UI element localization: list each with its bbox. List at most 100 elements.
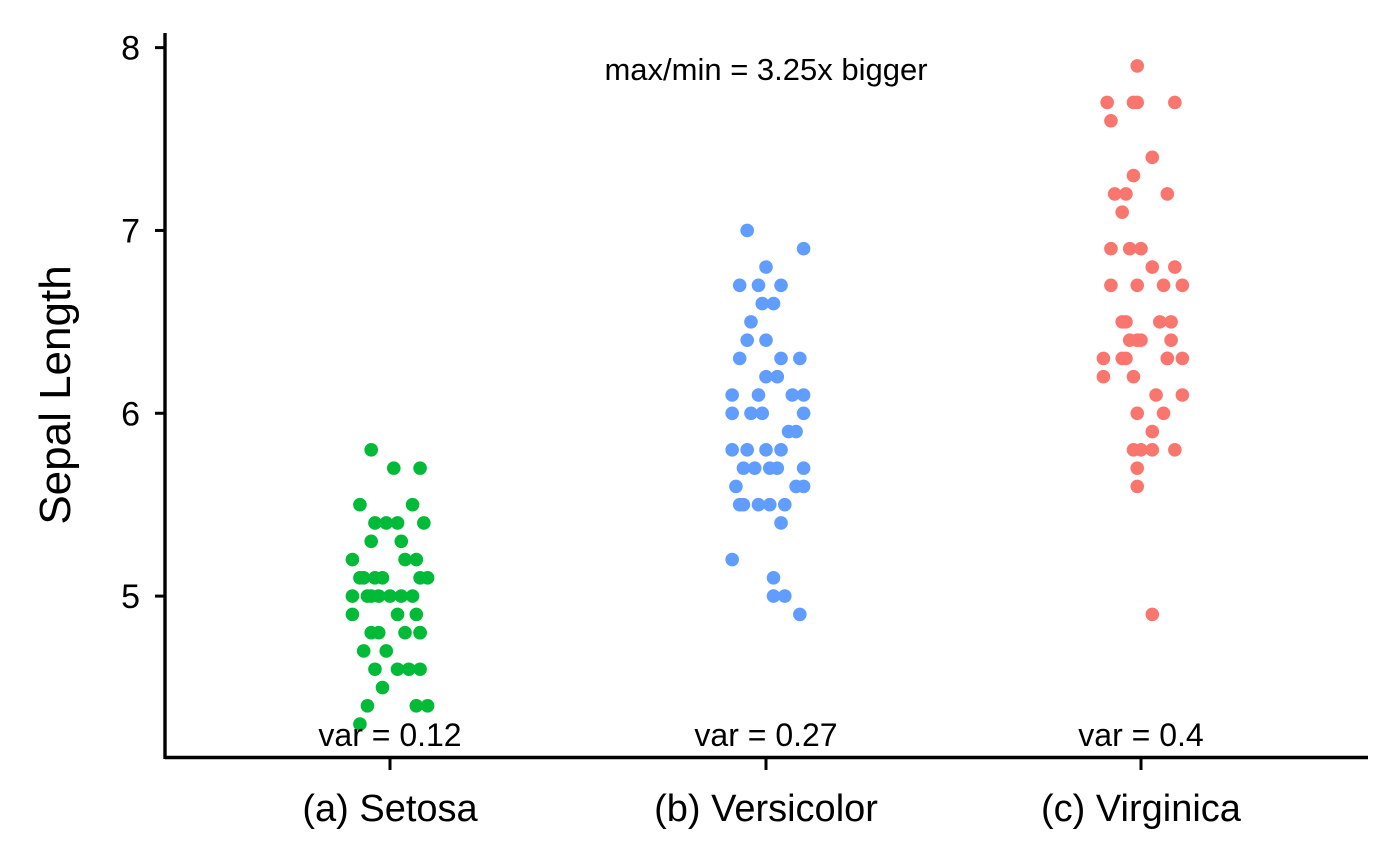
data-point (732, 278, 747, 293)
data-point (375, 680, 390, 695)
data-point (379, 644, 394, 658)
data-point (402, 662, 416, 677)
data-point (796, 479, 811, 494)
data-point (1130, 278, 1145, 293)
x-tick-label: (a) Setosa (302, 788, 478, 830)
data-point (774, 443, 788, 457)
data-point (755, 296, 770, 311)
data-point (796, 241, 811, 256)
data-point (1153, 315, 1167, 329)
data-point (386, 461, 401, 475)
data-point (725, 443, 739, 457)
data-point (1134, 241, 1148, 256)
data-point (725, 406, 739, 421)
data-point (766, 589, 781, 603)
variance-label: var = 0.27 (694, 717, 837, 753)
data-point (793, 351, 807, 366)
data-point (759, 443, 773, 457)
data-point (766, 296, 781, 311)
data-point (1164, 333, 1178, 347)
data-point (390, 662, 405, 677)
data-point (1175, 278, 1190, 293)
data-point (409, 552, 424, 567)
data-point (766, 571, 781, 585)
data-point (1122, 241, 1137, 256)
data-point (744, 406, 758, 421)
data-point (394, 534, 409, 549)
data-point (417, 516, 431, 530)
data-point (740, 333, 754, 347)
points-layer (345, 59, 1190, 731)
y-ticks: 5 6 7 8 (121, 30, 165, 616)
data-point (774, 351, 788, 366)
data-point (398, 552, 412, 567)
variance-labels: var = 0.12 var = 0.27 var = 0.4 (318, 717, 1203, 753)
data-point (1145, 607, 1160, 622)
data-point (725, 552, 739, 567)
data-point (796, 406, 811, 421)
data-point (353, 497, 367, 512)
data-point (413, 662, 427, 677)
y-tick-label: 5 (121, 578, 140, 616)
data-point (740, 443, 754, 457)
data-point (796, 461, 811, 475)
data-point (364, 443, 379, 457)
data-point (394, 589, 409, 603)
data-point (725, 388, 739, 402)
y-tick-label: 7 (121, 212, 140, 250)
data-point (1160, 187, 1175, 201)
data-point (353, 571, 367, 585)
data-point (1149, 388, 1163, 402)
data-point (1104, 278, 1118, 293)
data-point (774, 278, 788, 293)
data-point (1145, 443, 1160, 457)
data-point (353, 717, 367, 731)
data-point (762, 461, 777, 475)
data-point (747, 461, 762, 475)
data-point (1145, 424, 1160, 439)
data-point (364, 625, 379, 640)
data-point (409, 699, 424, 713)
data-point (360, 589, 375, 603)
data-point (383, 589, 397, 603)
data-point (729, 479, 743, 494)
data-point (759, 369, 773, 384)
data-point (762, 497, 777, 512)
data-point (1168, 260, 1182, 274)
data-point (785, 388, 800, 402)
data-point (1115, 351, 1129, 366)
data-point (1130, 479, 1145, 494)
data-point (732, 351, 747, 366)
data-point (736, 497, 751, 512)
data-point (345, 552, 360, 567)
data-point (740, 223, 754, 238)
data-point (1130, 406, 1145, 421)
data-point (1126, 95, 1141, 110)
data-point (1175, 388, 1190, 402)
data-point (751, 278, 766, 293)
data-point (360, 699, 375, 713)
data-point (751, 388, 766, 402)
data-point (796, 388, 811, 402)
data-point (1130, 333, 1145, 347)
data-point (1145, 150, 1160, 165)
y-axis-title: Sepal Length (31, 265, 80, 524)
x-tick-label: (b) Versicolor (654, 788, 878, 830)
data-point (413, 625, 427, 640)
data-point (405, 497, 420, 512)
data-point (1107, 187, 1122, 201)
data-point (778, 589, 792, 603)
data-point (1096, 369, 1111, 384)
data-point (1160, 351, 1175, 366)
variance-label: var = 0.4 (1078, 717, 1203, 753)
data-point (1119, 187, 1133, 201)
data-point (1130, 59, 1145, 73)
data-point (1115, 205, 1129, 219)
data-point (371, 589, 386, 603)
variance-label: var = 0.12 (318, 717, 461, 753)
x-ticks: (a) Setosa (b) Versicolor (c) Virginica (302, 757, 1242, 830)
data-point (1104, 241, 1118, 256)
data-point (1104, 113, 1118, 128)
data-point (368, 516, 382, 530)
